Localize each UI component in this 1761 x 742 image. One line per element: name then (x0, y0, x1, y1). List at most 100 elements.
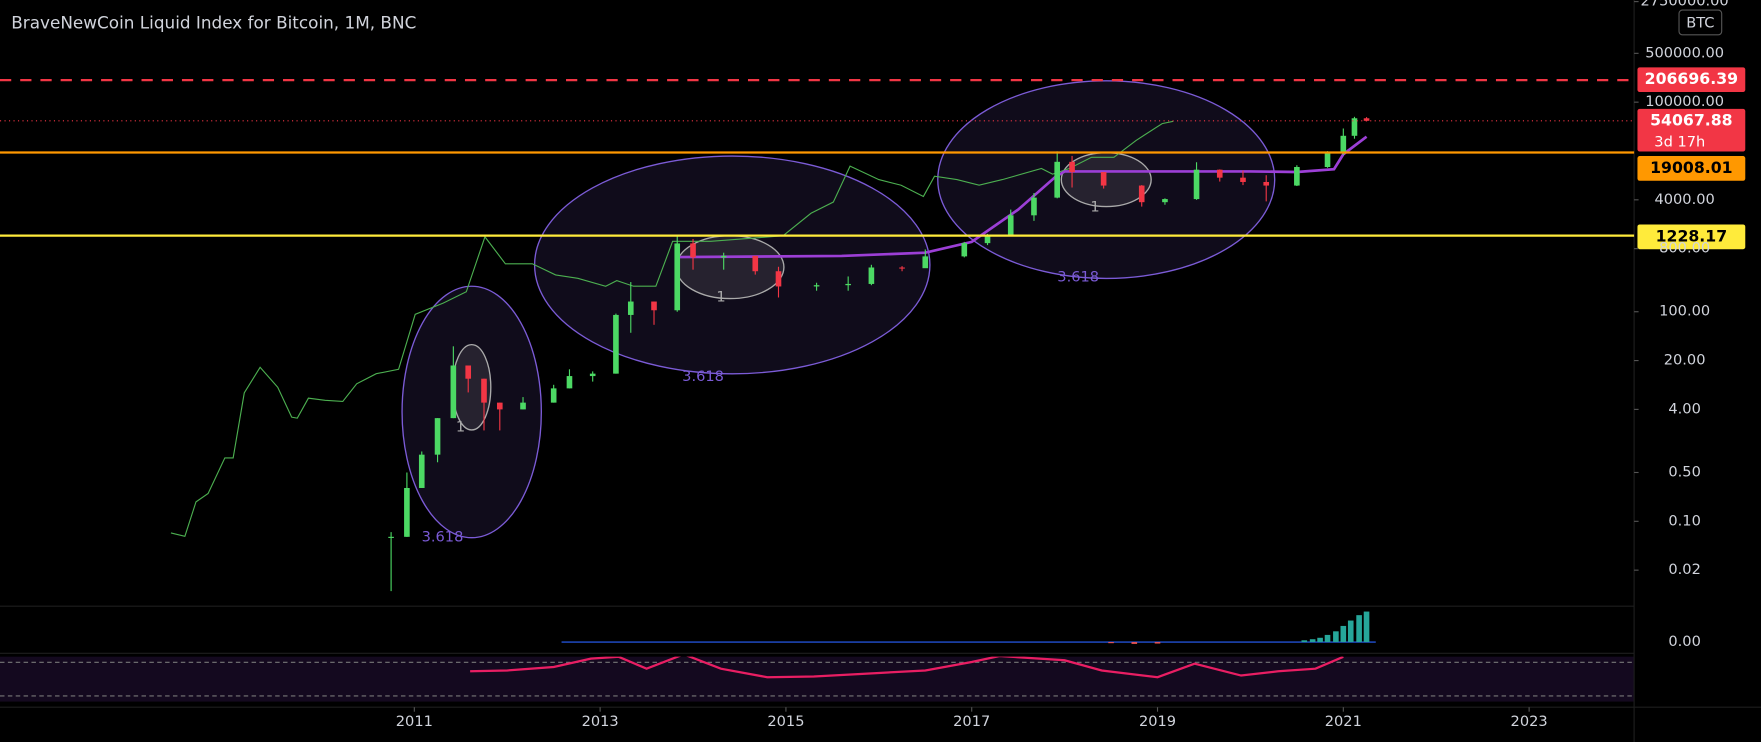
candle-body (984, 236, 991, 244)
y-tick-label: 0.50 (1668, 463, 1700, 480)
rsi-panel (0, 656, 1635, 702)
x-tick-label: 2011 (396, 713, 433, 730)
price-label-box (1637, 108, 1746, 152)
candle-body (613, 314, 619, 374)
candle-body (1351, 118, 1358, 136)
y-tick-label: 500000.00 (1645, 44, 1724, 61)
candle-body (651, 301, 657, 311)
candle-body (589, 373, 596, 377)
macd-bar (1324, 634, 1331, 643)
macd-bar (1108, 642, 1114, 644)
macd-bar (1333, 631, 1339, 643)
candle-body (1363, 118, 1370, 121)
y-tick-label: 4000.00 (1654, 191, 1714, 208)
candle-body (1054, 161, 1060, 198)
x-tick-label: 2015 (767, 713, 804, 730)
macd-bar (1317, 637, 1323, 643)
candle-body (752, 255, 759, 272)
annotation: 3.618 (1057, 268, 1099, 285)
x-tick-label: 2019 (1139, 713, 1176, 730)
sub-panels: 0.00 (561, 611, 1701, 650)
x-tick-label: 2021 (1325, 713, 1362, 730)
annotation: 1 (716, 288, 725, 305)
ellipse (401, 285, 543, 539)
drawings (401, 80, 1276, 539)
rsi-line (470, 656, 1344, 679)
x-tick-label: 2017 (953, 713, 990, 730)
y-tick-label: 20.00 (1664, 352, 1706, 369)
candle-body (1069, 161, 1075, 173)
candle-body (1216, 169, 1223, 178)
candle-body (465, 365, 472, 379)
overlay: 206696.39 54067.88 3d 17h 19008.01 1228.17 3.… (422, 67, 1746, 546)
macd-bar (1301, 640, 1308, 643)
candle-body (1138, 185, 1145, 203)
candle-body (720, 255, 727, 258)
y-tick-label: 0.10 (1668, 512, 1700, 529)
candle-body (418, 454, 425, 488)
macd-bar (1363, 611, 1370, 643)
candle-body (566, 376, 573, 389)
price-label: 54067.88 (1650, 111, 1732, 130)
rsi (470, 656, 1344, 679)
annotation: 1 (456, 419, 465, 436)
candle-body (1193, 169, 1200, 200)
price-label: 19008.01 (1650, 158, 1732, 177)
x-tick-label: 2013 (582, 713, 619, 730)
currency-box (1678, 9, 1723, 36)
candle-body (845, 283, 851, 286)
macd-bar (1309, 639, 1316, 643)
candle-body (1007, 215, 1014, 237)
candle-body (1324, 152, 1331, 167)
chart-title: BraveNewCoin Liquid Index for Bitcoin, 1… (11, 13, 416, 33)
price-label: 1228.17 (1656, 226, 1728, 245)
candle-body (899, 267, 905, 269)
price-label: 206696.39 (1645, 69, 1738, 88)
candle-body (1340, 135, 1347, 153)
plot (170, 116, 1370, 592)
candle-body (496, 402, 503, 410)
candle-body (481, 378, 487, 403)
y-tick-label: 800.00 (1659, 240, 1710, 257)
candle-body (674, 243, 681, 311)
candle-body (1100, 172, 1107, 186)
candle-body (1240, 177, 1246, 182)
annotation: 3.618 (682, 368, 724, 385)
candle-body (1162, 199, 1168, 203)
candle-body (922, 256, 929, 269)
candle-body (404, 487, 410, 537)
price-label-box (1637, 67, 1746, 93)
currency-label: BTC (1686, 15, 1714, 32)
y-tick-label: 2750000.00 (1641, 0, 1729, 10)
y-tick-label: 4.00 (1668, 400, 1700, 417)
y-tick-label: 100.00 (1659, 303, 1710, 320)
price-label-box (1637, 156, 1746, 181)
y-tick-label: 0.00 (1668, 633, 1700, 650)
candle-body (627, 301, 634, 315)
annotation: 1 (1090, 199, 1099, 216)
candle-body (775, 271, 782, 287)
candle-body (813, 285, 820, 287)
indicator-line (170, 120, 1174, 538)
candle-body (1263, 181, 1270, 186)
macd-bar (1154, 642, 1161, 644)
macd-bar (1356, 615, 1362, 643)
x-tick-label: 2023 (1511, 713, 1548, 730)
countdown-label: 3d 17h (1654, 134, 1705, 151)
candle-body (434, 418, 441, 455)
y-tick-label: 100000.00 (1645, 93, 1724, 110)
candle-body (961, 243, 968, 257)
candle-body (388, 536, 394, 538)
macd-bar (1347, 620, 1354, 643)
candle-body (450, 365, 457, 419)
macd-bar (1131, 642, 1138, 644)
candle-body (550, 388, 557, 403)
annotation: 3.618 (422, 529, 464, 546)
candle-body (690, 243, 696, 258)
candle-body (1294, 166, 1300, 186)
candle-body (520, 402, 526, 410)
price-label-box (1637, 224, 1746, 250)
candle-body (1031, 197, 1037, 216)
